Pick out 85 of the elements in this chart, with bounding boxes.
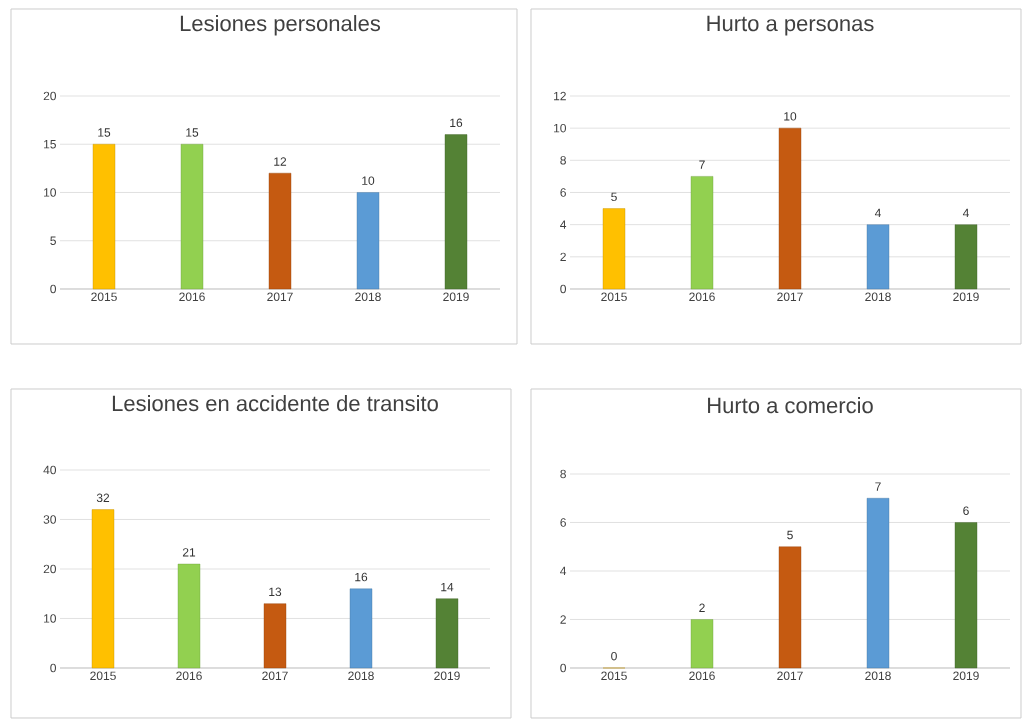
- chart-title: Hurto a comercio: [708, 397, 873, 414]
- bar: [268, 172, 292, 290]
- x-tick-label: 2016: [176, 671, 202, 681]
- x-tick-label: 2019: [434, 671, 460, 681]
- bar: [356, 192, 380, 290]
- x-tick-label: 2018: [348, 671, 374, 681]
- data-label: 7: [699, 160, 705, 169]
- bar: [349, 588, 373, 669]
- data-label: 5: [787, 530, 793, 540]
- y-tick-label: 8: [560, 469, 566, 479]
- x-tick-label: 2016: [689, 671, 715, 681]
- x-tick-label: 2016: [689, 292, 715, 302]
- y-tick-label: 0: [50, 284, 57, 294]
- data-label: 5: [611, 192, 617, 202]
- data-label: 13: [269, 587, 282, 597]
- x-tick-label: 2016: [179, 292, 205, 302]
- chart-title: Lesiones en accidente de transito: [112, 395, 438, 412]
- x-tick-label: 2015: [90, 671, 116, 681]
- data-label: 4: [874, 208, 881, 218]
- bar: [866, 498, 890, 669]
- x-tick-label: 2017: [267, 292, 293, 302]
- y-tick-label: 10: [554, 123, 567, 133]
- x-tick-label: 2015: [601, 292, 627, 302]
- y-tick-label: 0: [50, 663, 57, 673]
- y-tick-label: 40: [43, 465, 57, 475]
- data-label: 2: [699, 603, 705, 612]
- x-tick-label: 2015: [601, 671, 627, 681]
- data-label: 16: [450, 118, 463, 128]
- y-tick-label: 30: [43, 515, 57, 524]
- chart-title: Lesiones personales: [180, 15, 381, 36]
- bar: [954, 522, 978, 669]
- bar: [444, 134, 468, 290]
- bar: [778, 546, 802, 669]
- x-tick-label: 2018: [865, 292, 891, 302]
- data-label: 10: [784, 112, 797, 121]
- bar: [180, 144, 204, 290]
- y-tick-label: 10: [44, 614, 57, 623]
- chart-title: Hurto a personas: [707, 15, 874, 36]
- data-label: 15: [98, 128, 111, 137]
- data-label: 10: [362, 176, 375, 185]
- x-tick-label: 2019: [953, 671, 979, 681]
- x-tick-label: 2015: [91, 292, 117, 302]
- y-tick-label: 6: [560, 188, 566, 197]
- bar: [690, 176, 714, 290]
- bar: [602, 208, 626, 290]
- bar: [263, 603, 287, 669]
- y-tick-label: 10: [44, 188, 57, 197]
- y-tick-label: 12: [554, 91, 566, 101]
- x-tick-label: 2017: [262, 671, 288, 681]
- y-tick-label: 20: [43, 91, 57, 101]
- data-label: 7: [875, 482, 881, 491]
- data-label: 14: [441, 582, 454, 592]
- data-label: 0: [611, 651, 617, 661]
- x-tick-label: 2019: [443, 292, 469, 302]
- y-tick-label: 2: [560, 615, 566, 624]
- data-label: 15: [186, 128, 199, 137]
- y-tick-label: 0: [560, 284, 567, 294]
- bar: [92, 144, 116, 290]
- y-tick-label: 2: [560, 252, 566, 262]
- bar: [435, 598, 459, 669]
- y-tick-label: 0: [560, 663, 567, 673]
- y-tick-label: 4: [560, 220, 567, 229]
- y-tick-label: 20: [43, 564, 57, 574]
- data-label: 6: [963, 506, 969, 515]
- y-tick-label: 4: [560, 566, 567, 576]
- y-tick-label: 5: [50, 236, 56, 245]
- bar: [778, 127, 802, 290]
- x-tick-label: 2018: [865, 671, 891, 681]
- data-label: 4: [962, 208, 969, 218]
- bar: [91, 509, 115, 669]
- x-tick-label: 2017: [777, 671, 803, 681]
- data-label: 32: [96, 493, 110, 503]
- data-label: 21: [182, 548, 196, 557]
- y-tick-label: 15: [44, 140, 56, 149]
- bar: [866, 224, 890, 290]
- x-tick-label: 2017: [777, 292, 803, 302]
- y-tick-label: 8: [560, 156, 566, 165]
- bar: [177, 563, 201, 669]
- y-tick-label: 6: [560, 518, 566, 527]
- x-tick-label: 2018: [355, 292, 381, 302]
- bar: [954, 224, 978, 290]
- data-label: 16: [355, 572, 368, 582]
- bar: [690, 619, 714, 669]
- x-tick-label: 2019: [953, 292, 979, 302]
- data-label: 12: [274, 157, 287, 166]
